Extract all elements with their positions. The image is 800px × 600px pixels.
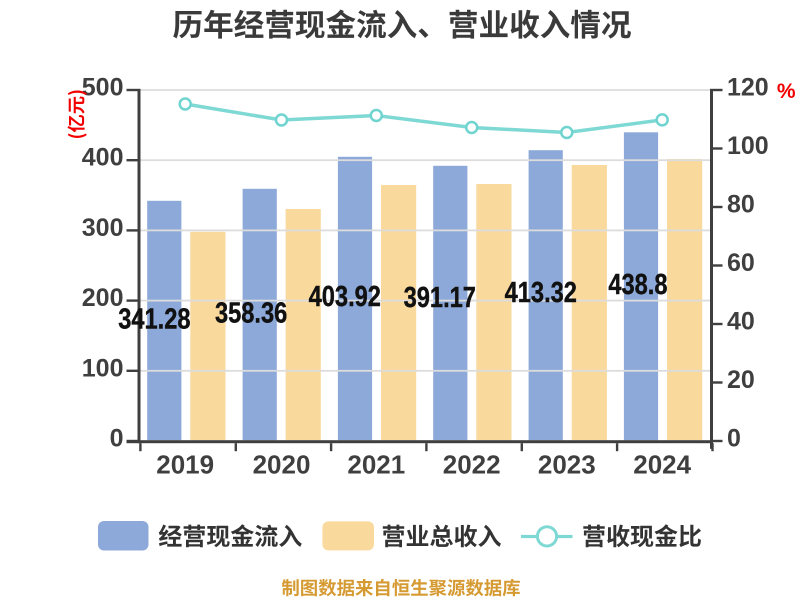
svg-text:2022: 2022 <box>443 450 501 480</box>
svg-text:20: 20 <box>727 366 755 394</box>
svg-text:200: 200 <box>82 284 124 312</box>
svg-text:358.36: 358.36 <box>215 296 287 329</box>
svg-text:80: 80 <box>727 191 755 219</box>
svg-text:400: 400 <box>82 144 124 172</box>
svg-text:2019: 2019 <box>156 450 214 480</box>
svg-text:0: 0 <box>727 425 741 453</box>
svg-text:2023: 2023 <box>538 450 596 480</box>
svg-text:60: 60 <box>727 249 755 277</box>
svg-text:413.32: 413.32 <box>505 276 577 309</box>
svg-text:100: 100 <box>82 354 124 382</box>
svg-text:391.17: 391.17 <box>404 281 476 314</box>
svg-text:2021: 2021 <box>347 450 405 480</box>
svg-text:500: 500 <box>82 74 124 102</box>
svg-text:40: 40 <box>727 308 755 336</box>
svg-text:403.92: 403.92 <box>309 280 381 313</box>
svg-text:0: 0 <box>110 425 124 453</box>
svg-text:2024: 2024 <box>633 450 691 480</box>
svg-text:%: % <box>777 80 796 103</box>
svg-text:120: 120 <box>727 74 769 102</box>
svg-text:438.8: 438.8 <box>608 268 667 301</box>
svg-text:100: 100 <box>727 132 769 160</box>
svg-text:341.28: 341.28 <box>118 302 190 335</box>
svg-text:2020: 2020 <box>253 450 311 480</box>
svg-text:300: 300 <box>82 214 124 242</box>
